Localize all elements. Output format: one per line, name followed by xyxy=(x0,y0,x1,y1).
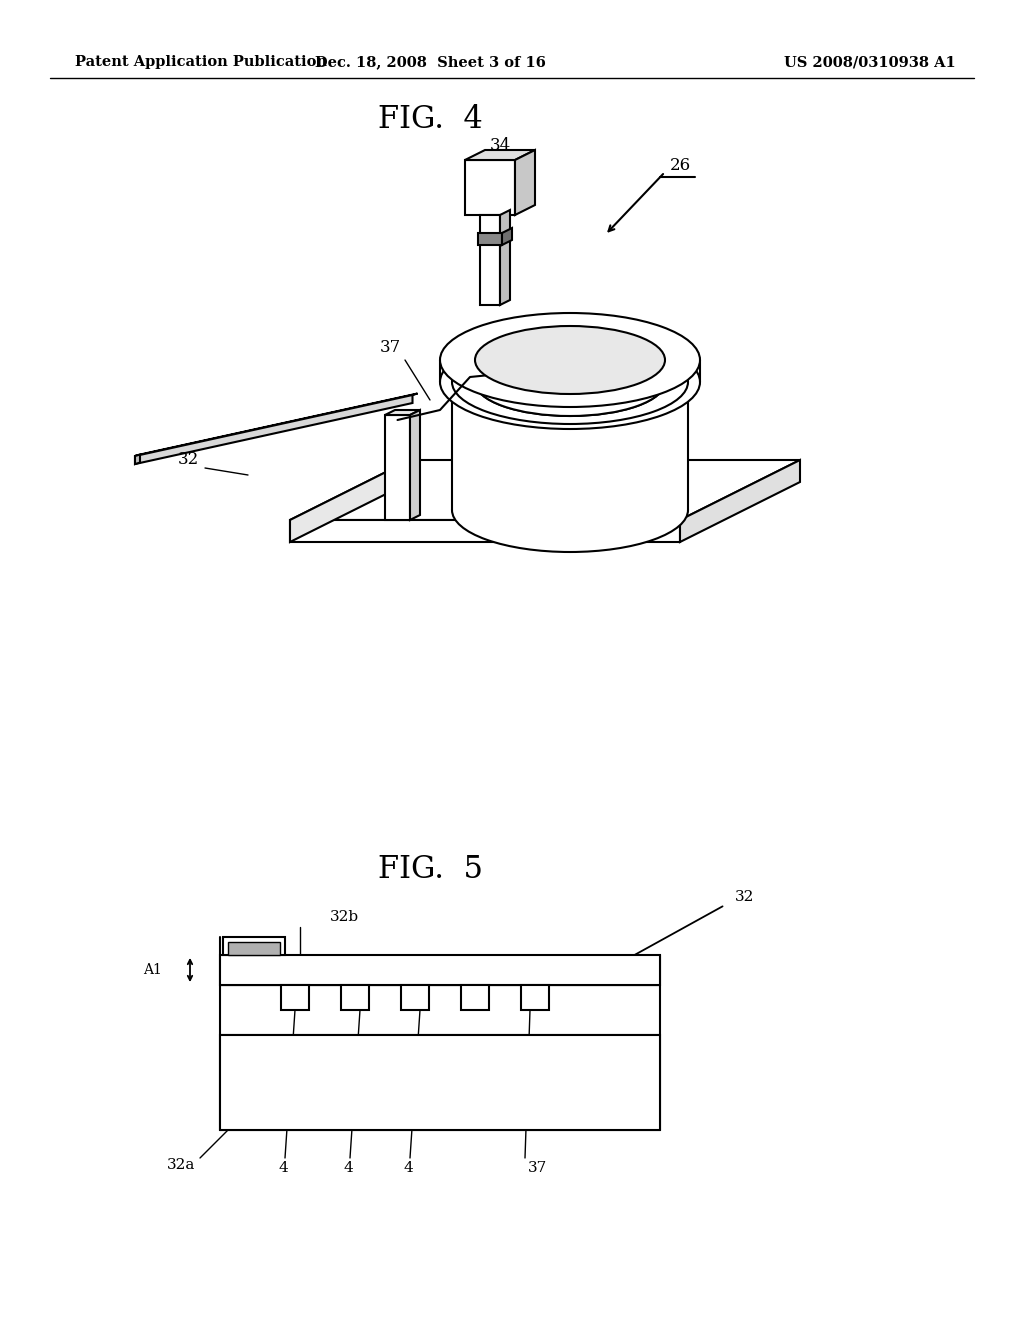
Polygon shape xyxy=(385,414,410,520)
Ellipse shape xyxy=(475,348,665,416)
Text: US 2008/0310938 A1: US 2008/0310938 A1 xyxy=(784,55,955,69)
Text: 32: 32 xyxy=(177,451,199,469)
Text: 36: 36 xyxy=(595,322,616,338)
Text: 26: 26 xyxy=(670,157,690,173)
Text: 34: 34 xyxy=(489,136,511,153)
Polygon shape xyxy=(220,1035,660,1130)
Ellipse shape xyxy=(452,341,688,424)
Text: 4: 4 xyxy=(403,1162,413,1175)
Polygon shape xyxy=(290,459,410,543)
Polygon shape xyxy=(281,985,309,1010)
Text: 32a: 32a xyxy=(167,1158,195,1172)
Text: 4: 4 xyxy=(279,1162,288,1175)
Polygon shape xyxy=(228,942,280,954)
Polygon shape xyxy=(502,228,512,246)
Text: FIG.  5: FIG. 5 xyxy=(378,854,482,886)
Text: Dec. 18, 2008  Sheet 3 of 16: Dec. 18, 2008 Sheet 3 of 16 xyxy=(314,55,546,69)
Polygon shape xyxy=(223,937,285,954)
Polygon shape xyxy=(135,454,140,465)
Ellipse shape xyxy=(475,348,665,416)
Text: 37: 37 xyxy=(379,339,400,356)
Polygon shape xyxy=(515,150,535,215)
Text: 31: 31 xyxy=(659,381,681,399)
Text: 32b: 32b xyxy=(330,909,359,924)
Polygon shape xyxy=(500,210,510,305)
Ellipse shape xyxy=(452,469,688,552)
Polygon shape xyxy=(478,234,502,246)
Polygon shape xyxy=(290,459,800,520)
Polygon shape xyxy=(385,411,420,414)
Text: 37: 37 xyxy=(528,1162,547,1175)
Text: 32: 32 xyxy=(735,890,755,904)
Polygon shape xyxy=(465,150,535,160)
Text: A1: A1 xyxy=(143,964,162,977)
Polygon shape xyxy=(680,459,800,543)
Polygon shape xyxy=(135,393,418,455)
Polygon shape xyxy=(521,985,549,1010)
Text: Patent Application Publication: Patent Application Publication xyxy=(75,55,327,69)
Polygon shape xyxy=(220,954,660,985)
Polygon shape xyxy=(135,395,413,465)
Polygon shape xyxy=(480,215,500,305)
Ellipse shape xyxy=(475,326,665,393)
Text: 4: 4 xyxy=(343,1162,353,1175)
Ellipse shape xyxy=(440,335,700,429)
Polygon shape xyxy=(452,378,688,510)
Text: FIG.  4: FIG. 4 xyxy=(378,104,482,136)
Ellipse shape xyxy=(440,313,700,407)
Polygon shape xyxy=(341,985,369,1010)
Polygon shape xyxy=(465,160,515,215)
Polygon shape xyxy=(401,985,429,1010)
Polygon shape xyxy=(461,985,489,1010)
Polygon shape xyxy=(410,411,420,520)
Polygon shape xyxy=(290,520,680,543)
